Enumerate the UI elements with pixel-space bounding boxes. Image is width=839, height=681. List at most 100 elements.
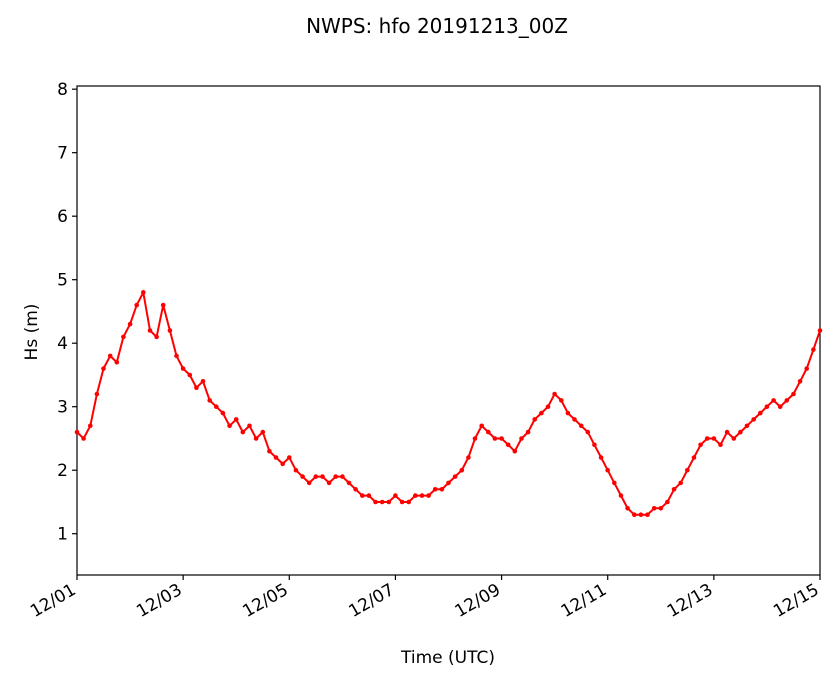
data-point — [280, 461, 286, 467]
data-point — [658, 506, 664, 511]
data-point — [751, 417, 756, 422]
data-point — [353, 487, 358, 492]
data-point — [160, 302, 166, 308]
data-point — [340, 474, 345, 479]
data-point — [512, 448, 518, 454]
data-point — [724, 429, 730, 435]
data-point — [247, 423, 252, 429]
data-point — [406, 499, 412, 505]
y-tick-label: 8 — [57, 80, 68, 100]
data-point — [227, 423, 232, 429]
data-point — [273, 455, 279, 460]
data-point — [419, 493, 425, 498]
data-point — [306, 480, 312, 486]
data-point — [287, 455, 292, 460]
data-point — [346, 480, 352, 486]
data-point — [240, 429, 246, 435]
data-point — [632, 512, 637, 517]
data-point — [121, 334, 126, 340]
data-point — [360, 493, 365, 498]
data-point — [612, 480, 617, 486]
data-point — [731, 436, 737, 441]
data-point — [758, 410, 763, 416]
data-point — [452, 474, 458, 479]
data-point — [804, 366, 809, 371]
data-point — [605, 467, 610, 473]
data-point — [326, 480, 332, 486]
data-point — [817, 328, 823, 333]
x-tick-label: 12/01 — [27, 580, 79, 622]
x-tick-label: 12/13 — [664, 580, 716, 622]
data-point — [74, 429, 80, 435]
data-point — [618, 493, 624, 498]
data-point — [194, 385, 199, 391]
data-point — [592, 442, 597, 448]
data-point — [214, 404, 219, 410]
data-point — [333, 474, 339, 479]
data-point — [446, 480, 451, 486]
data-point — [559, 398, 564, 403]
data-point — [479, 423, 485, 429]
x-tick-label: 12/15 — [770, 580, 822, 622]
chart-title: NWPS: hfo 20191213_00Z — [306, 14, 568, 38]
data-point — [260, 429, 266, 435]
data-point — [486, 429, 491, 435]
data-point — [671, 487, 677, 492]
data-point — [691, 455, 697, 460]
data-point — [413, 493, 418, 498]
data-point — [141, 290, 146, 295]
y-axis: 1 2 3 4 5 6 7 8 — [57, 80, 77, 545]
data-point — [88, 423, 93, 429]
x-tick-label: 12/11 — [558, 580, 610, 622]
data-point — [499, 436, 504, 441]
data-point — [399, 499, 405, 505]
data-point — [432, 487, 438, 492]
data-point — [180, 366, 186, 371]
data-point — [698, 442, 703, 448]
data-point — [366, 493, 372, 498]
data-point — [127, 321, 133, 327]
y-tick-label: 7 — [57, 144, 68, 164]
data-point — [777, 404, 783, 410]
data-point — [313, 474, 319, 479]
data-point — [492, 436, 498, 441]
data-point — [426, 493, 431, 498]
data-point — [525, 429, 531, 435]
data-point — [598, 455, 604, 460]
data-point — [393, 493, 398, 498]
data-point — [200, 379, 206, 384]
data-point — [572, 417, 577, 422]
data-point — [585, 429, 591, 435]
data-point — [134, 302, 139, 308]
data-point — [253, 436, 259, 441]
data-point — [174, 353, 179, 359]
data-point — [472, 436, 478, 441]
data-point — [439, 487, 445, 492]
data-point — [505, 442, 511, 448]
data-point — [94, 391, 100, 397]
data-point — [625, 506, 630, 511]
data-point — [665, 499, 670, 505]
data-point — [764, 404, 770, 410]
data-point — [167, 328, 173, 333]
data-point — [101, 366, 106, 371]
data-point — [532, 417, 537, 422]
y-tick-label: 1 — [57, 525, 68, 545]
data-point — [207, 398, 212, 403]
x-tick-label: 12/03 — [133, 580, 185, 622]
x-tick-label: 12/07 — [345, 580, 397, 622]
data-point — [811, 347, 816, 352]
series-layer — [74, 289, 823, 517]
data-point — [466, 455, 471, 460]
data-point — [638, 512, 644, 517]
plot-frame — [76, 85, 821, 576]
data-point — [711, 436, 717, 441]
x-tick-label: 12/09 — [452, 580, 504, 622]
data-point — [107, 353, 113, 359]
data-point — [519, 436, 524, 441]
data-point — [791, 391, 796, 397]
data-point — [797, 379, 803, 384]
data-point — [379, 499, 385, 505]
